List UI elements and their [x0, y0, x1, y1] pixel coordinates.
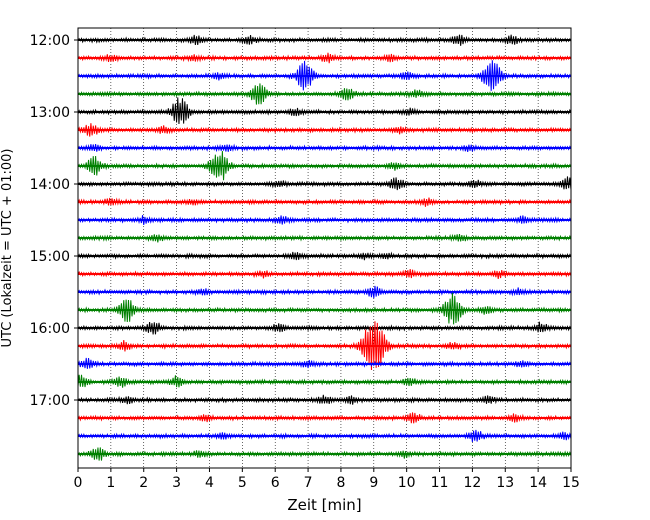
- x-tick-label: 0: [74, 475, 83, 491]
- y-tick-label: 15:00: [30, 249, 70, 265]
- x-tick-label: 9: [369, 475, 378, 491]
- x-axis-label: Zeit [min]: [287, 496, 361, 514]
- trace-1715: [77, 412, 572, 424]
- trace-1445: [77, 233, 572, 243]
- trace-signal: [77, 285, 572, 299]
- x-tick-label: 11: [431, 475, 449, 491]
- trace-signal: [77, 176, 572, 191]
- trace-signal: [77, 83, 572, 105]
- trace-signal: [77, 215, 572, 226]
- trace-1745: [77, 447, 572, 461]
- trace-signal: [77, 321, 572, 370]
- trace-signal: [77, 394, 572, 405]
- y-tick-label: 16:00: [30, 321, 70, 337]
- trace-1300: [77, 97, 572, 124]
- trace-signal: [77, 268, 572, 280]
- trace-1645: [77, 374, 572, 388]
- x-tick-label: 1: [106, 475, 115, 491]
- trace-signal: [77, 412, 572, 424]
- trace-signal: [77, 292, 572, 325]
- trace-1700: [77, 394, 572, 405]
- trace-1215: [77, 52, 572, 64]
- trace-signal: [77, 151, 572, 181]
- x-tick-label: 12: [463, 475, 481, 491]
- trace-1545: [77, 292, 572, 325]
- trace-signal: [77, 447, 572, 461]
- trace-signal: [77, 321, 572, 335]
- x-tick-label: 4: [205, 475, 214, 491]
- y-axis-label: UTC (Lokalzeit = UTC + 01:00): [0, 149, 15, 348]
- x-axis-ticks: 0 1 2 3 4 5 6 7 8 9 10 11 12 13 14 15: [74, 468, 580, 491]
- trace-1230: [77, 60, 572, 91]
- x-tick-label: 7: [304, 475, 313, 491]
- trace-signal: [77, 251, 572, 261]
- x-tick-label: 6: [271, 475, 280, 491]
- trace-1330: [77, 143, 572, 153]
- trace-signal: [77, 52, 572, 64]
- trace-signal: [77, 429, 572, 443]
- trace-signal: [77, 357, 572, 369]
- trace-signal: [77, 143, 572, 153]
- trace-1630: [77, 357, 572, 369]
- x-tick-label: 3: [172, 475, 181, 491]
- x-tick-label: 13: [496, 475, 514, 491]
- trace-signal: [77, 97, 572, 124]
- trace-1415: [77, 197, 572, 207]
- trace-1345: [77, 151, 572, 181]
- x-tick-label: 8: [336, 475, 345, 491]
- trace-1500: [77, 251, 572, 261]
- x-tick-label: 10: [398, 475, 416, 491]
- trace-1245: [77, 83, 572, 105]
- x-tick-label: 2: [139, 475, 148, 491]
- trace-1400: [77, 176, 572, 191]
- x-tick-label: 5: [238, 475, 247, 491]
- trace-signal: [77, 34, 572, 46]
- trace-signal: [77, 197, 572, 207]
- trace-1615: [77, 321, 572, 370]
- trace-1530: [77, 285, 572, 299]
- trace-1200: [77, 34, 572, 46]
- trace-signal: [77, 60, 572, 91]
- y-tick-label: 13:00: [30, 105, 70, 121]
- trace-signal: [77, 233, 572, 243]
- x-tick-label: 15: [562, 475, 580, 491]
- y-axis-ticks: 12:00 13:00 14:00 15:00 16:00 17:00: [30, 33, 78, 409]
- seismic-traces: [77, 34, 572, 461]
- trace-1600: [77, 321, 572, 335]
- y-tick-label: 14:00: [30, 177, 70, 193]
- trace-1515: [77, 268, 572, 280]
- trace-1430: [77, 215, 572, 226]
- trace-1315: [77, 123, 572, 137]
- trace-signal: [77, 374, 572, 388]
- trace-signal: [77, 123, 572, 137]
- x-tick-label: 14: [529, 475, 547, 491]
- y-tick-label: 12:00: [30, 33, 70, 49]
- trace-1730: [77, 429, 572, 443]
- y-tick-label: 17:00: [30, 393, 70, 409]
- grid-lines: [110, 28, 539, 468]
- plot-frame: [77, 27, 572, 469]
